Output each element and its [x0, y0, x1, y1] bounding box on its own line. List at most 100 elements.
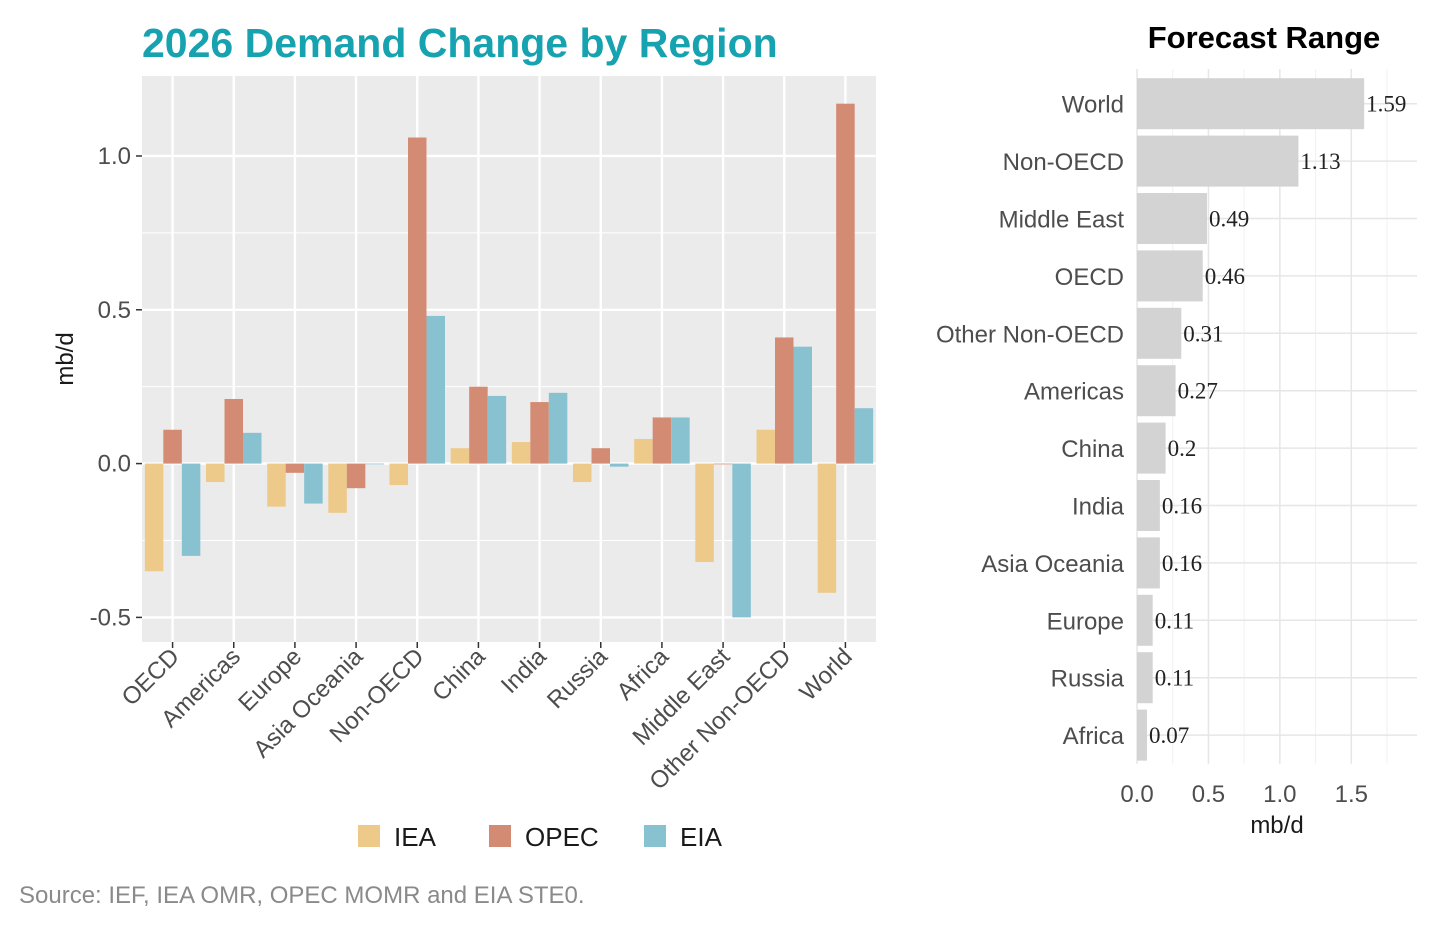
range-value-label: 0.31 [1183, 321, 1223, 346]
y-tick-label: 0.5 [98, 297, 131, 324]
range-category-label: China [1061, 436, 1124, 463]
bar-opec-oecd [163, 429, 182, 464]
legend-label-iea: IEA [394, 822, 437, 852]
range-category-label: Other Non-OECD [936, 321, 1124, 348]
y-tick-label: 1.0 [98, 143, 131, 170]
range-bar-europe [1137, 594, 1153, 646]
bar-opec-other-non-oecd [775, 337, 794, 464]
range-value-label: 0.2 [1168, 436, 1197, 461]
bar-opec-non-oecd [408, 137, 427, 464]
y-axis-ticks: -0.5 0.0 0.5 1.0 [90, 143, 142, 631]
range-bar-africa [1137, 709, 1147, 761]
range-bar-non-oecd [1137, 135, 1299, 187]
range-x-tick-label: 1.0 [1263, 781, 1296, 808]
bar-iea-asia-oceania [328, 463, 347, 513]
bar-opec-world [836, 103, 855, 464]
range-bar-other-non-oecd [1137, 307, 1182, 359]
bar-eia-middle-east [732, 463, 751, 618]
chart-title: 2026 Demand Change by Region [142, 20, 778, 66]
bar-opec-china [469, 386, 488, 464]
bar-eia-non-oecd [426, 315, 445, 464]
bar-iea-world [817, 463, 837, 593]
range-value-label: 0.16 [1162, 494, 1202, 519]
range-category-label: OECD [1055, 264, 1124, 291]
bar-iea-other-non-oecd [756, 429, 775, 464]
bar-eia-world [854, 408, 874, 464]
range-bar-china [1137, 422, 1166, 474]
y-axis-title: mb/d [52, 332, 79, 385]
range-value-label: 1.59 [1366, 92, 1406, 117]
range-bar-americas [1137, 365, 1176, 417]
range-bar-india [1137, 480, 1160, 531]
range-value-label: 0.27 [1178, 379, 1218, 404]
range-category-label: World [1062, 92, 1124, 119]
range-bar-world [1137, 78, 1365, 130]
range-value-label: 0.49 [1209, 207, 1249, 232]
bar-iea-europe [267, 463, 286, 507]
bar-opec-asia-oceania [346, 463, 366, 489]
legend-swatch-eia [644, 825, 666, 847]
range-x-axis-ticks: 0.0 0.5 1.0 1.5 [1120, 781, 1368, 808]
bar-iea-americas [206, 463, 225, 483]
bar-opec-africa [652, 417, 672, 464]
y-tick-label: 0.0 [98, 451, 131, 478]
range-value-label: 0.16 [1162, 551, 1202, 576]
range-bar-asia-oceania [1137, 537, 1160, 589]
range-bars: 1.59 1.13 0.49 0.46 0.31 0.27 0.2 0.16 0.16 0.11 0… [1137, 78, 1406, 761]
range-value-label: 0.07 [1149, 723, 1189, 748]
bar-iea-middle-east [695, 463, 714, 563]
bar-eia-india [548, 392, 568, 464]
bar-iea-africa [634, 438, 653, 464]
range-bar-middle-east [1137, 193, 1207, 244]
range-x-tick-label: 1.5 [1335, 781, 1368, 808]
legend-swatch-opec [489, 825, 511, 847]
range-value-label: 0.46 [1205, 264, 1245, 289]
bar-eia-oecd [181, 463, 201, 556]
legend-swatch-iea [358, 825, 380, 847]
regional-demand-chart: 2026 Demand Change by Region -0.5 0.0 0.5 1… [52, 20, 876, 852]
range-value-label: 0.11 [1155, 666, 1194, 691]
bar-opec-russia [591, 448, 610, 464]
x-tick-label: China [427, 643, 491, 707]
range-x-tick-label: 0.0 [1120, 781, 1153, 808]
plot-panel [142, 76, 876, 642]
range-category-label: India [1072, 494, 1125, 521]
bar-eia-asia-oceania [365, 463, 384, 465]
range-category-label: Americas [1024, 379, 1124, 406]
bar-iea-china [450, 448, 470, 464]
range-x-axis-title: mb/d [1250, 812, 1303, 839]
range-category-labels: World Non-OECD Middle East OECD Other Non-OE… [936, 92, 1125, 750]
range-value-label: 1.13 [1300, 149, 1340, 174]
range-bar-russia [1137, 652, 1153, 704]
bar-opec-europe [285, 463, 305, 473]
range-value-label: 0.11 [1155, 608, 1194, 633]
bar-eia-africa [671, 417, 690, 464]
bar-iea-india [511, 442, 531, 464]
y-tick-label: -0.5 [90, 604, 131, 631]
bar-eia-china [487, 395, 507, 464]
range-category-label: Middle East [999, 207, 1125, 234]
bar-iea-russia [573, 463, 592, 483]
bar-iea-non-oecd [389, 463, 408, 486]
bar-opec-india [530, 402, 549, 464]
range-category-label: Europe [1047, 608, 1124, 635]
legend-label-opec: OPEC [525, 822, 599, 852]
x-tick-label: Russia [542, 643, 613, 714]
forecast-range-chart: Forecast Range 1.59 1.13 0.49 0.46 0.31 0.27 0… [936, 20, 1417, 839]
bars [144, 103, 874, 618]
legend: IEA OPEC EIA [358, 822, 723, 852]
bar-eia-europe [304, 463, 323, 504]
range-category-label: Non-OECD [1003, 149, 1124, 176]
legend-label-eia: EIA [680, 822, 723, 852]
range-category-label: Asia Oceania [981, 551, 1124, 578]
range-bar-oecd [1137, 250, 1203, 302]
forecast-range-title: Forecast Range [1148, 20, 1381, 55]
x-tick-label: World [795, 643, 858, 706]
source-note: Source: IEF, IEA OMR, OPEC MOMR and EIA … [19, 882, 585, 909]
x-tick-label: India [496, 643, 552, 699]
bar-eia-russia [610, 463, 629, 467]
range-x-tick-label: 0.5 [1192, 781, 1225, 808]
range-category-label: Africa [1063, 723, 1125, 750]
